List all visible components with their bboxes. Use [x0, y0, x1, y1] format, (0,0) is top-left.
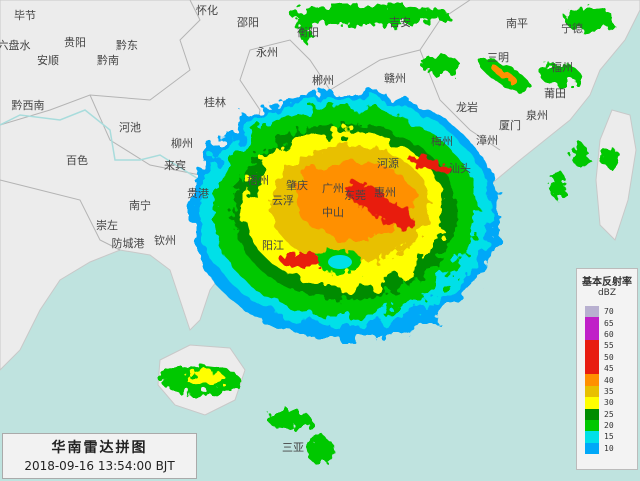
- legend-row: 45: [585, 362, 637, 375]
- taiwan-island: [595, 109, 637, 241]
- legend-swatch: [585, 408, 599, 420]
- legend-value: 70: [604, 307, 614, 317]
- city-label: 广州: [322, 182, 344, 195]
- legend-row: 20: [585, 419, 637, 432]
- city-label: 阳江: [262, 239, 284, 252]
- legend-value: 20: [604, 421, 614, 431]
- legend-value: 15: [604, 432, 614, 442]
- legend-row: 30: [585, 397, 637, 409]
- city-label: 惠州: [374, 186, 396, 199]
- legend-swatch: [585, 419, 599, 432]
- legend-row: 40: [585, 374, 637, 386]
- city-label: 三亚: [282, 441, 304, 454]
- city-label: 宁德: [561, 22, 583, 35]
- city-label: 漳州: [476, 134, 498, 147]
- legend-value: 40: [604, 375, 614, 385]
- city-label: 郴州: [312, 74, 334, 87]
- city-label: 南宁: [129, 199, 151, 212]
- legend-swatch: [585, 374, 599, 386]
- city-label: 梧州: [247, 174, 269, 187]
- legend-title: 基本反射率: [582, 277, 632, 288]
- city-label: 黔南: [97, 54, 119, 67]
- legend-row: 50: [585, 351, 637, 363]
- legend-value: 30: [604, 398, 614, 408]
- city-label: 三明: [487, 51, 509, 64]
- legend-value: 65: [604, 318, 614, 328]
- legend-value: 55: [604, 341, 614, 351]
- legend-value: 35: [604, 386, 614, 396]
- legend-value: 45: [604, 364, 614, 374]
- city-label: 黔东: [116, 39, 138, 52]
- city-label: 云浮: [272, 194, 294, 207]
- map-caption: 华南雷达拼图 2018-09-16 13:54:00 BJT: [2, 433, 197, 479]
- legend-swatch: [585, 442, 599, 455]
- legend-swatch: [585, 385, 599, 398]
- legend-swatch: [585, 431, 599, 443]
- city-label: 赣州: [384, 72, 406, 85]
- city-label: 柳州: [171, 137, 193, 150]
- city-label: 安顺: [37, 54, 59, 67]
- map-title: 华南雷达拼图: [51, 440, 148, 456]
- legend-value: 60: [604, 329, 614, 339]
- legend-row: 10: [585, 442, 637, 455]
- city-label: 邵阳: [237, 16, 259, 29]
- city-label: 衡阳: [297, 26, 319, 39]
- legend-swatch: [585, 397, 599, 409]
- legend-row: 55: [585, 340, 637, 352]
- legend-swatch: [585, 362, 599, 375]
- city-label: 龙岩: [456, 101, 478, 114]
- legend-row: 25: [585, 408, 637, 420]
- city-label: 贵港: [187, 187, 209, 200]
- legend-row: 70: [585, 306, 637, 318]
- city-label: 肇庆: [286, 179, 308, 192]
- radar-echo-main: [190, 90, 500, 340]
- city-label: 中山: [322, 206, 344, 219]
- city-label: 钦州: [154, 234, 176, 247]
- city-label: 黔西南: [11, 99, 45, 112]
- legend-swatch: [585, 306, 599, 318]
- reflectivity-legend: 基本反射率 dBZ 70 65 60 55 50 45 40 35 30 25 20 15 10: [576, 268, 638, 470]
- city-label: 吉安: [389, 16, 411, 29]
- radar-echo-bands: [160, 5, 620, 464]
- city-label: 百色: [66, 154, 88, 167]
- legend-row: 60: [585, 328, 637, 341]
- legend-row: 65: [585, 317, 637, 329]
- city-label: 汕头: [449, 162, 471, 175]
- city-label: 南平: [506, 17, 528, 30]
- city-label: 河池: [119, 121, 141, 134]
- legend-value: 25: [604, 409, 614, 419]
- legend-swatch: [585, 328, 599, 341]
- legend-value: 10: [604, 443, 614, 453]
- city-label: 莆田: [544, 87, 566, 100]
- city-label: 河源: [377, 157, 399, 170]
- city-label: 怀化: [196, 4, 218, 17]
- city-label: 厦门: [499, 119, 521, 132]
- legend-swatch: [585, 351, 599, 363]
- city-label: 福州: [551, 61, 573, 74]
- city-label: 梅州: [431, 135, 453, 148]
- city-label: 泉州: [526, 109, 548, 122]
- map-datetime: 2018-09-16 13:54:00 BJT: [24, 459, 175, 473]
- legend-value: 50: [604, 352, 614, 362]
- legend-row: 15: [585, 431, 637, 443]
- city-label: 永州: [256, 46, 278, 59]
- legend-row: 35: [585, 385, 637, 398]
- legend-unit: dBZ: [597, 288, 617, 298]
- city-label: 崇左: [96, 219, 118, 232]
- city-label: 六盘水: [0, 39, 31, 52]
- city-label: 来宾: [164, 159, 186, 172]
- city-label: 贵阳: [64, 36, 86, 49]
- city-label: 桂林: [204, 96, 226, 109]
- legend-swatch: [585, 340, 599, 352]
- city-label: 毕节: [14, 9, 36, 22]
- city-label: 东莞: [344, 189, 366, 202]
- city-label: 防城港: [111, 237, 145, 250]
- legend-swatch: [585, 317, 599, 329]
